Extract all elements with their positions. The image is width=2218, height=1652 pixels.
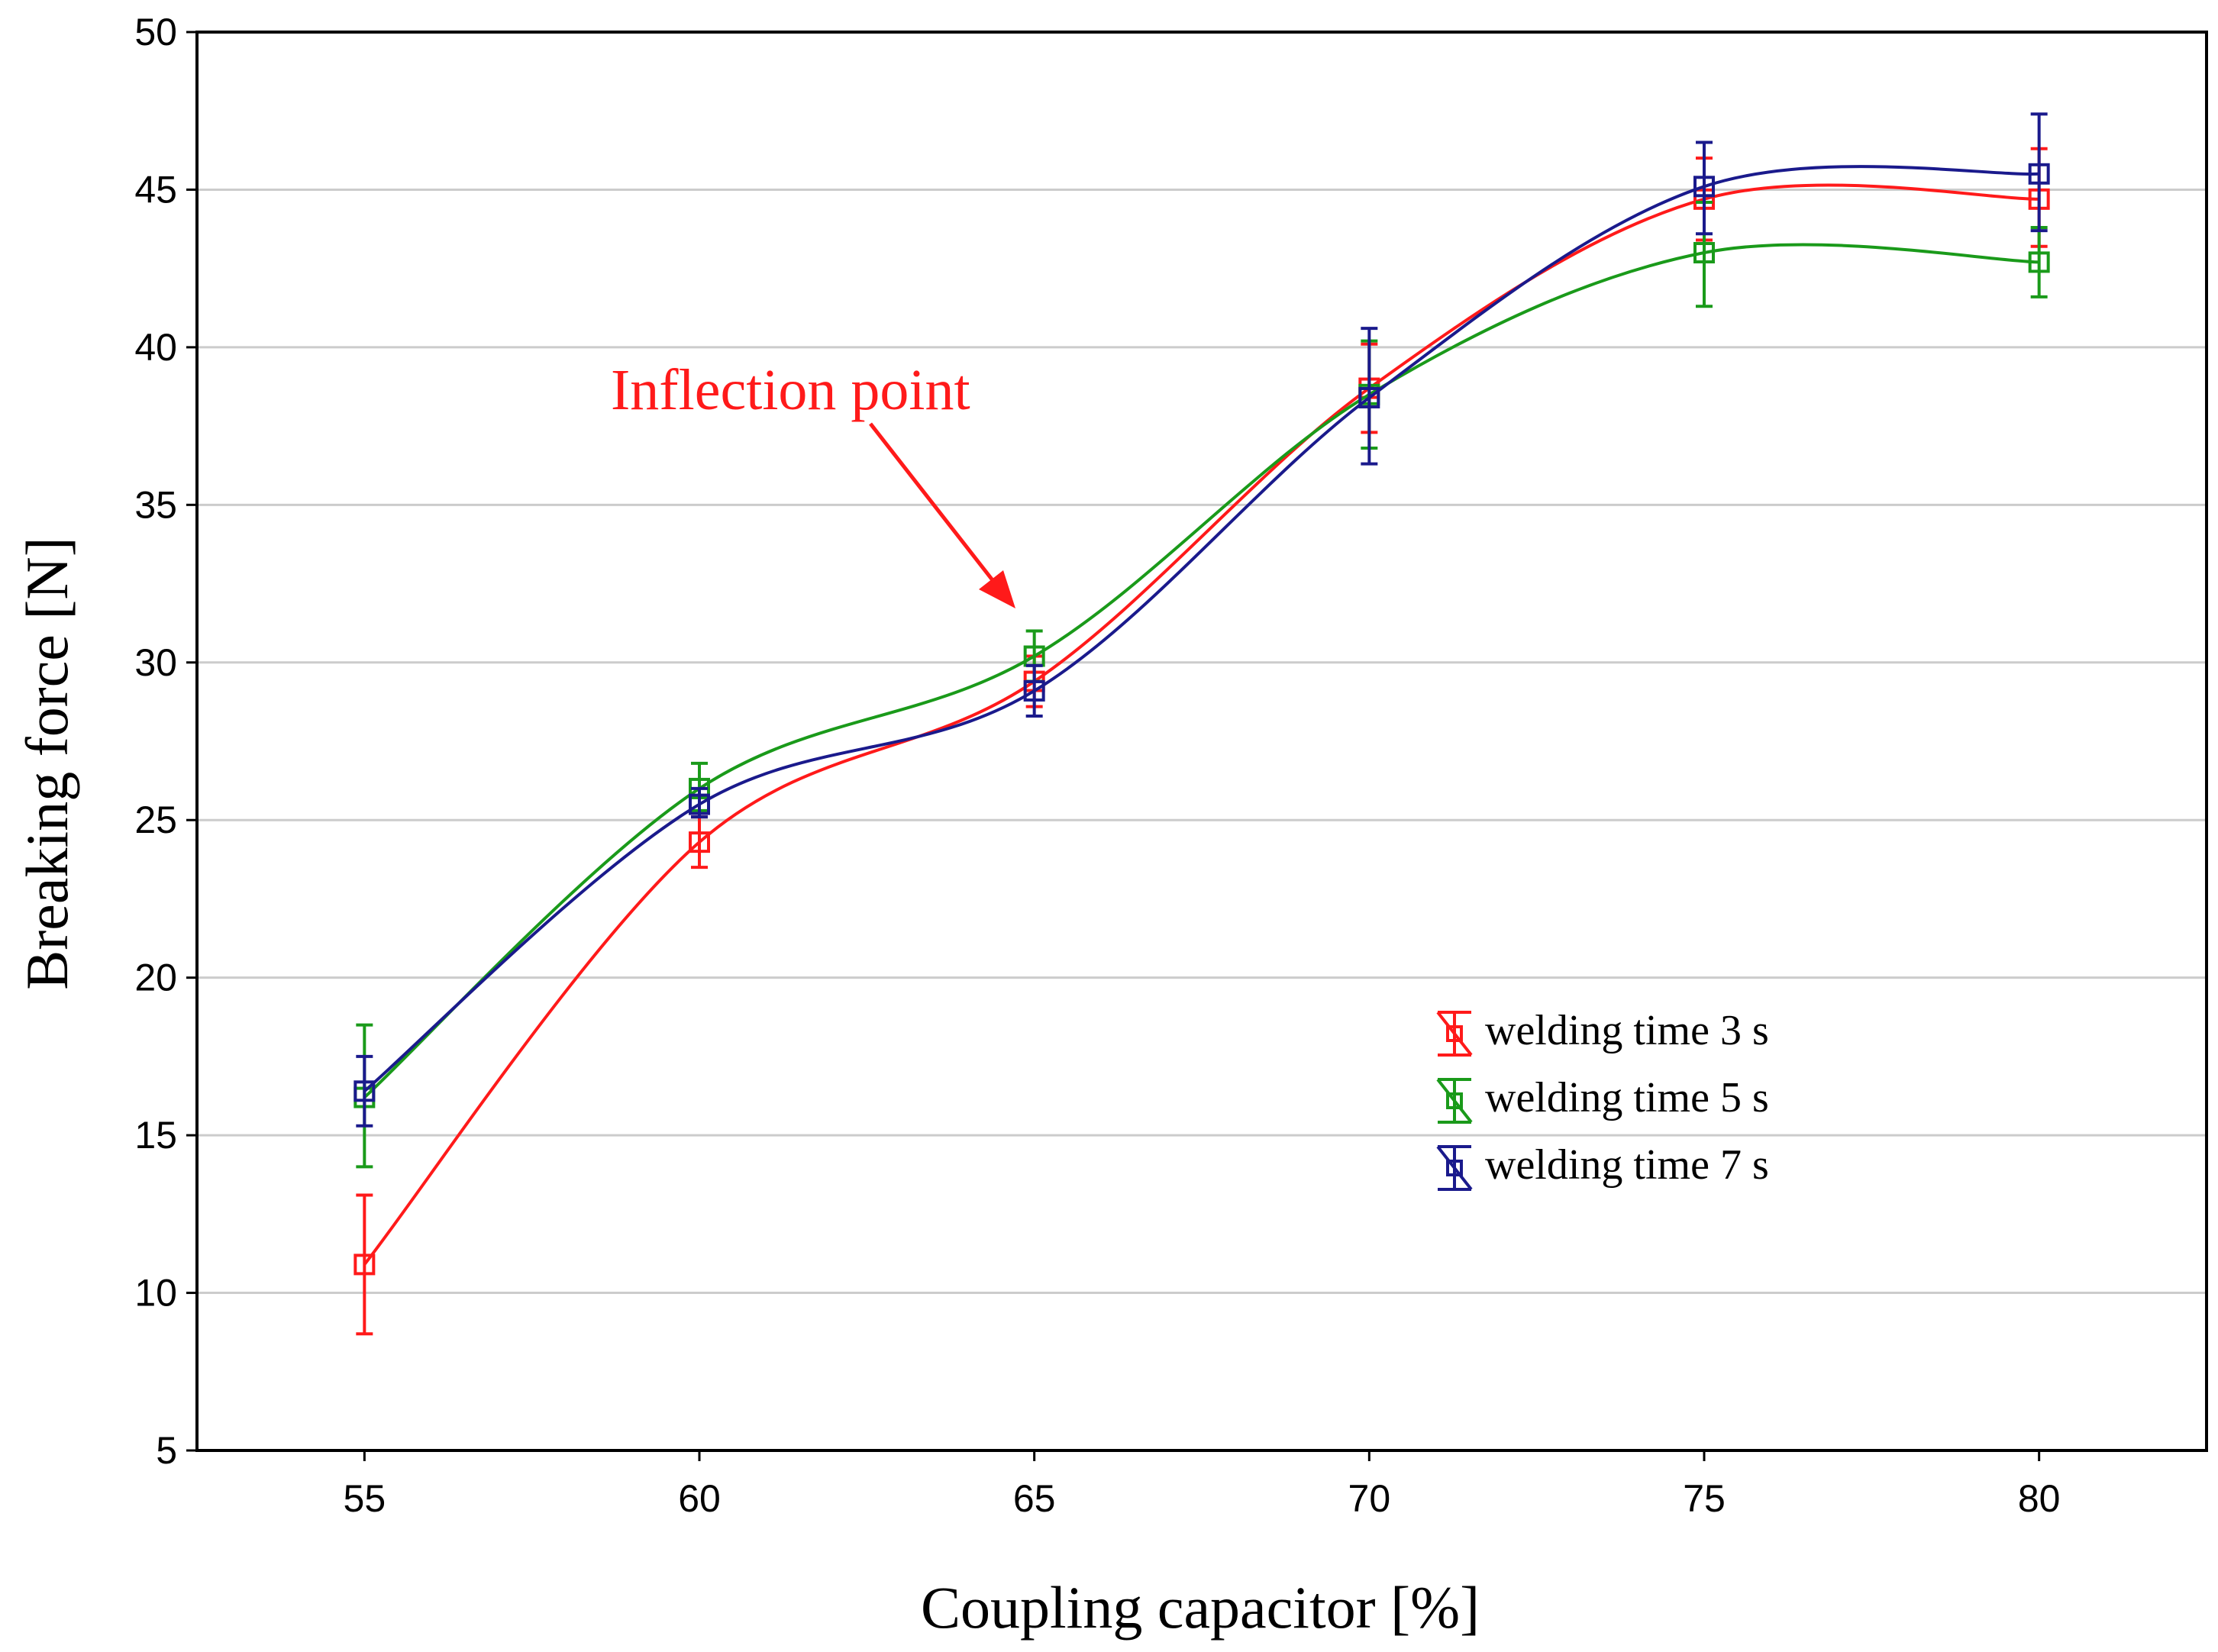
- legend-marker-3s: [1436, 1011, 1473, 1057]
- data-point-marker: [1693, 242, 1715, 264]
- legend: welding time 3 s welding time 5 s weldin…: [1436, 1007, 1769, 1191]
- y-tick-label: 40: [134, 326, 177, 369]
- x-tick-label: 60: [678, 1477, 721, 1520]
- x-tick-label: 55: [344, 1477, 386, 1520]
- y-tick-label: 15: [134, 1114, 177, 1157]
- data-point-marker: [689, 831, 710, 853]
- y-tick-label: 20: [134, 957, 177, 999]
- x-tick-label: 75: [1683, 1477, 1726, 1520]
- legend-marker-5s: [1436, 1078, 1473, 1124]
- plot-area: [195, 31, 2208, 1452]
- data-point-marker: [1693, 176, 1715, 198]
- legend-label-7s: welding time 7 s: [1485, 1141, 1769, 1189]
- annotation-text: Inflection point: [611, 358, 970, 422]
- x-axis-title: Coupling capacitor [%]: [921, 1574, 1480, 1641]
- x-tick-label: 80: [2018, 1477, 2061, 1520]
- gridlines: [197, 188, 2207, 1295]
- x-tick-label: 70: [1348, 1477, 1391, 1520]
- legend-label-3s: welding time 3 s: [1485, 1007, 1769, 1054]
- data-point-marker: [2028, 163, 2050, 185]
- legend-label-5s: welding time 5 s: [1485, 1074, 1769, 1121]
- inflection-annotation: Inflection point: [611, 358, 1015, 608]
- data-point-marker: [689, 793, 710, 815]
- series-layer: [354, 112, 2050, 1336]
- series-line-7s: [363, 165, 2039, 1092]
- y-tick-label: 10: [134, 1272, 177, 1315]
- legend-square: [1446, 1092, 1463, 1109]
- data-point-marker: [1358, 386, 1380, 408]
- y-tick-label: 35: [134, 483, 177, 526]
- legend-square: [1446, 1025, 1463, 1042]
- legend-item-7s: welding time 7 s: [1436, 1141, 1769, 1191]
- annotation-arrow: [869, 422, 994, 582]
- series-line-3s: [363, 183, 2039, 1266]
- y-tick-label: 30: [134, 641, 177, 684]
- data-point-marker: [2028, 251, 2050, 273]
- annotation-arrow-head: [979, 570, 1015, 608]
- x-tick-label: 65: [1013, 1477, 1056, 1520]
- legend-square: [1446, 1160, 1463, 1176]
- y-tick-label: 50: [134, 11, 177, 53]
- axis-ticks: 5 10 15 20 25 30 35 40 45 50 55 60 65 70 75 80: [134, 11, 2060, 1520]
- y-tick-label: 25: [134, 799, 177, 841]
- legend-item-5s: welding time 5 s: [1436, 1074, 1769, 1124]
- y-tick-label: 45: [134, 168, 177, 211]
- data-point-marker: [354, 1080, 376, 1102]
- series-welding-time-7s: [354, 112, 2050, 1128]
- y-axis-title: Breaking force [N]: [14, 537, 80, 989]
- legend-marker-7s: [1436, 1145, 1473, 1191]
- series-line-5s: [363, 243, 2039, 1099]
- y-tick-label: 5: [156, 1429, 177, 1472]
- legend-item-3s: welding time 3 s: [1436, 1007, 1769, 1057]
- data-point-marker: [1023, 679, 1045, 702]
- data-point-marker: [354, 1254, 376, 1276]
